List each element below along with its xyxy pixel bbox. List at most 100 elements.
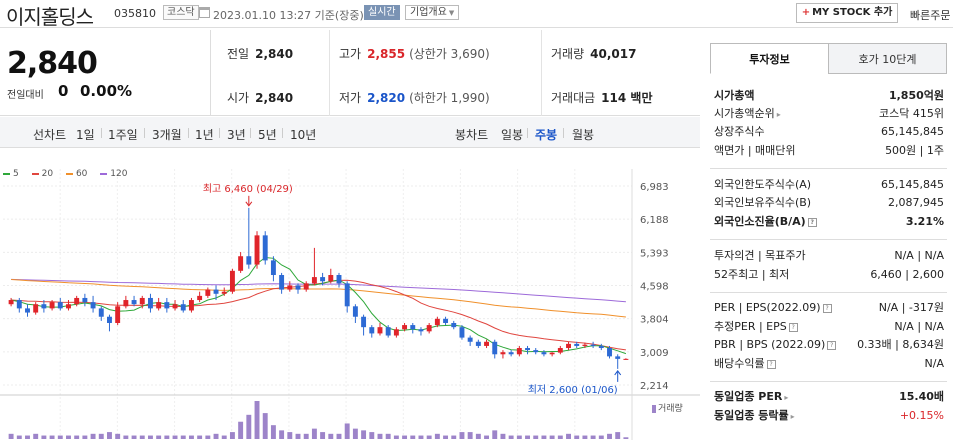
volume-bar bbox=[557, 435, 563, 439]
candle-body bbox=[107, 316, 112, 323]
candlestick-chart-svg[interactable]: 6,983 6,188 5,393 4,598 3,804 3,009 2,214 최고 6,… bbox=[0, 149, 700, 440]
candle-body bbox=[57, 302, 63, 309]
volume-bar bbox=[615, 432, 621, 439]
volume-bar bbox=[582, 435, 588, 439]
period-3m[interactable]: 3개월 bbox=[152, 128, 182, 142]
candle-body bbox=[131, 300, 137, 305]
candle-body bbox=[320, 277, 326, 282]
volume-bar bbox=[246, 414, 252, 439]
triangle-right-icon: ▸ bbox=[790, 412, 795, 421]
volume-bar bbox=[385, 433, 391, 439]
candle-body bbox=[434, 318, 440, 326]
candle-body bbox=[172, 304, 178, 309]
trade-amount: 거래대금 114 백만 bbox=[551, 91, 653, 105]
volume-bar bbox=[492, 430, 498, 439]
volume-bar bbox=[74, 435, 80, 439]
candle-daily[interactable]: 일봉 bbox=[501, 128, 524, 142]
volume-bar bbox=[90, 433, 96, 439]
candle-body bbox=[311, 277, 317, 284]
volume-bar bbox=[98, 433, 104, 439]
candle-body bbox=[549, 352, 555, 355]
add-mystock-label: MY STOCK 추가 bbox=[812, 7, 893, 18]
candle-body bbox=[221, 291, 227, 294]
low-annotation: 최저 2,600 (01/06) bbox=[528, 384, 618, 396]
candle-body bbox=[475, 341, 481, 346]
volume-bar bbox=[303, 433, 309, 439]
candle-body bbox=[484, 341, 490, 346]
volume-legend: 거래량 bbox=[652, 401, 683, 414]
company-overview-dropdown[interactable]: 기업개요 ▼ bbox=[405, 5, 460, 20]
price-chart[interactable]: 6,983 6,188 5,393 4,598 3,804 3,009 2,214 최고 6,… bbox=[0, 149, 700, 440]
volume-bar bbox=[574, 435, 580, 439]
candle-body bbox=[66, 304, 71, 309]
period-1d[interactable]: 1일 bbox=[76, 128, 95, 142]
candle-body bbox=[270, 260, 276, 276]
high-arrow-head bbox=[245, 201, 253, 207]
quick-order-link[interactable]: 빠른주문 bbox=[910, 9, 951, 22]
help-icon[interactable]: ? bbox=[766, 359, 776, 369]
candle-weekly[interactable]: 주봉 bbox=[535, 128, 558, 142]
candle-body bbox=[33, 304, 39, 313]
volume-bar bbox=[500, 433, 506, 439]
help-icon[interactable]: ? bbox=[827, 340, 837, 350]
candle-body bbox=[385, 327, 391, 336]
candle-body bbox=[393, 329, 399, 336]
candle-body bbox=[246, 256, 252, 265]
volume-bar bbox=[311, 428, 317, 439]
help-icon[interactable]: ? bbox=[807, 217, 817, 227]
volume-bar bbox=[115, 433, 121, 439]
y-tick-label: 6,983 bbox=[640, 182, 669, 193]
high-annotation: 최고 6,460 (04/29) bbox=[203, 183, 293, 195]
candle-body bbox=[361, 316, 367, 328]
volume-bar bbox=[180, 435, 186, 439]
volume-bar bbox=[525, 435, 530, 439]
ma60-line bbox=[11, 279, 626, 318]
volume-bar bbox=[402, 435, 408, 439]
period-10y[interactable]: 10년 bbox=[290, 128, 317, 142]
candle-body bbox=[467, 337, 473, 342]
quote-datetime: 2023.01.10 13:27 기준(장중) bbox=[213, 9, 364, 22]
add-mystock-button[interactable]: + MY STOCK 추가 bbox=[796, 3, 898, 23]
stock-code: 035810 bbox=[114, 7, 156, 20]
volume-bar bbox=[336, 433, 342, 439]
cap-rank-row: 시가총액순위 ▸ 코스닥 415위 bbox=[714, 107, 944, 120]
candle-body bbox=[41, 304, 47, 309]
candle-body bbox=[115, 306, 121, 323]
candle-body bbox=[369, 327, 375, 334]
volume-bar bbox=[443, 435, 449, 439]
help-icon[interactable]: ? bbox=[822, 303, 832, 313]
volume-bar bbox=[287, 432, 293, 439]
prev-close: 전일 2,840 bbox=[227, 47, 294, 61]
volume: 거래량 40,017 bbox=[551, 47, 637, 61]
tab-orderbook-10[interactable]: 호가 10단계 bbox=[828, 43, 947, 74]
period-1y[interactable]: 1년 bbox=[195, 128, 214, 142]
change-label: 전일대비 bbox=[7, 90, 44, 101]
candle-body bbox=[557, 348, 563, 353]
current-price-panel: 2,840 전일대비 0 0.00% bbox=[0, 30, 210, 116]
open-price: 시가 2,840 bbox=[227, 91, 294, 105]
volume-bar bbox=[320, 432, 326, 439]
candle-body bbox=[426, 325, 432, 332]
triangle-right-icon: ▸ bbox=[776, 110, 781, 119]
candle-body bbox=[402, 325, 408, 330]
candle-body bbox=[262, 235, 268, 261]
candle-body bbox=[582, 344, 588, 346]
candle-body bbox=[164, 302, 170, 309]
volume-bar bbox=[156, 435, 162, 439]
candle-monthly[interactable]: 월봉 bbox=[572, 128, 595, 142]
volume-bar bbox=[418, 435, 424, 439]
high-price: 고가 2,855 (상한가 3,690) bbox=[339, 47, 490, 61]
realtime-button[interactable]: 실시간 bbox=[364, 5, 400, 20]
volume-bar bbox=[451, 435, 457, 439]
candle-body bbox=[74, 297, 80, 305]
y-tick-label: 3,804 bbox=[640, 315, 669, 326]
tab-investment-info[interactable]: 투자정보 bbox=[710, 43, 829, 74]
help-icon[interactable]: ? bbox=[788, 322, 798, 332]
period-3y[interactable]: 3년 bbox=[227, 128, 246, 142]
candle-body bbox=[197, 295, 203, 301]
candle-body bbox=[443, 318, 449, 323]
period-1w[interactable]: 1주일 bbox=[108, 128, 138, 142]
stock-header: 이지홀딩스 035810 코스닥 2023.01.10 13:27 기준(장중)… bbox=[0, 0, 953, 29]
period-5y[interactable]: 5년 bbox=[258, 128, 277, 142]
candle-body bbox=[352, 306, 358, 317]
